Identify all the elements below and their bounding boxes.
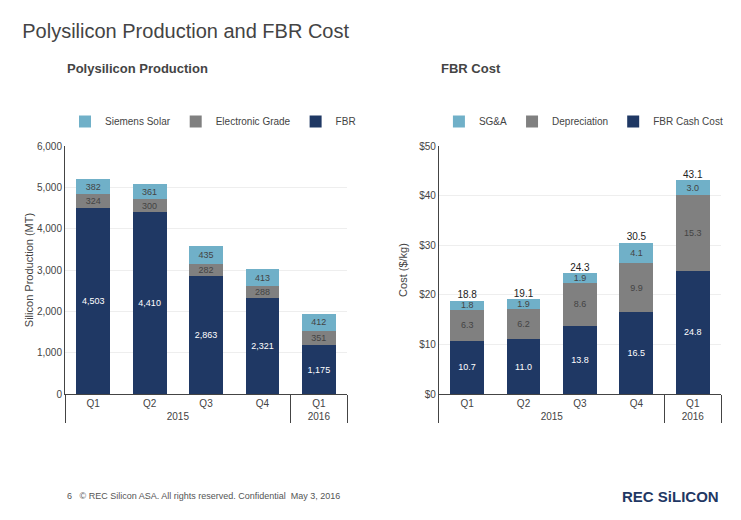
- svg-text:Q2: Q2: [143, 398, 157, 409]
- svg-text:300: 300: [142, 201, 157, 211]
- svg-text:4,503: 4,503: [82, 296, 105, 306]
- svg-text:6,000: 6,000: [37, 141, 62, 152]
- svg-text:412: 412: [311, 317, 326, 327]
- svg-text:Polysilicon Production: Polysilicon Production: [67, 61, 208, 76]
- svg-text:$30: $30: [419, 240, 436, 251]
- svg-text:18.8: 18.8: [457, 289, 477, 300]
- svg-text:Electronic Grade: Electronic Grade: [216, 116, 291, 127]
- svg-text:24.3: 24.3: [570, 262, 590, 273]
- svg-text:Cost ($/kg): Cost ($/kg): [397, 243, 409, 297]
- svg-text:2015: 2015: [167, 411, 190, 422]
- svg-text:0: 0: [56, 389, 62, 400]
- svg-text:30.5: 30.5: [627, 231, 647, 242]
- svg-text:1.9: 1.9: [517, 299, 530, 309]
- svg-text:15.3: 15.3: [684, 228, 702, 238]
- svg-text:$10: $10: [419, 339, 436, 350]
- svg-text:382: 382: [86, 182, 101, 192]
- svg-text:6.3: 6.3: [461, 320, 474, 330]
- svg-text:Q1: Q1: [87, 398, 101, 409]
- svg-text:2015: 2015: [541, 411, 564, 422]
- svg-text:Siemens Solar: Siemens Solar: [105, 116, 171, 127]
- svg-text:13.8: 13.8: [571, 355, 589, 365]
- svg-text:413: 413: [255, 273, 270, 283]
- svg-text:8.6: 8.6: [574, 299, 587, 309]
- svg-text:1.8: 1.8: [461, 300, 474, 310]
- svg-text:$40: $40: [419, 190, 436, 201]
- svg-text:19.1: 19.1: [514, 288, 534, 299]
- svg-text:Q1: Q1: [460, 398, 474, 409]
- svg-text:$20: $20: [419, 289, 436, 300]
- svg-text:2,000: 2,000: [37, 306, 62, 317]
- svg-text:4,000: 4,000: [37, 223, 62, 234]
- svg-text:43.1: 43.1: [683, 169, 703, 180]
- svg-text:Q4: Q4: [256, 398, 270, 409]
- svg-text:16.5: 16.5: [628, 348, 646, 358]
- svg-text:5,000: 5,000: [37, 182, 62, 193]
- svg-text:Q1: Q1: [312, 398, 326, 409]
- svg-text:288: 288: [255, 287, 270, 297]
- svg-text:324: 324: [86, 196, 101, 206]
- svg-text:1,175: 1,175: [308, 365, 331, 375]
- svg-text:10.7: 10.7: [458, 362, 476, 372]
- svg-text:282: 282: [199, 265, 214, 275]
- svg-text:361: 361: [142, 187, 157, 197]
- svg-text:1.9: 1.9: [574, 273, 587, 283]
- svg-text:Q2: Q2: [517, 398, 531, 409]
- svg-text:1,000: 1,000: [37, 347, 62, 358]
- svg-text:2016: 2016: [682, 411, 705, 422]
- svg-text:3,000: 3,000: [37, 265, 62, 276]
- svg-text:2016: 2016: [308, 411, 331, 422]
- svg-text:6.2: 6.2: [517, 319, 530, 329]
- svg-text:Q3: Q3: [573, 398, 587, 409]
- svg-text:SG&A: SG&A: [479, 116, 507, 127]
- svg-text:Depreciation: Depreciation: [552, 116, 608, 127]
- svg-text:$50: $50: [419, 141, 436, 152]
- svg-text:FBR Cash Cost: FBR Cash Cost: [653, 116, 723, 127]
- svg-text:FBR Cost: FBR Cost: [441, 61, 501, 76]
- svg-text:3.0: 3.0: [687, 183, 700, 193]
- svg-text:435: 435: [199, 250, 214, 260]
- svg-text:4.1: 4.1: [630, 248, 643, 258]
- svg-text:2,321: 2,321: [251, 341, 274, 351]
- svg-text:REC SiLICON: REC SiLICON: [622, 488, 719, 505]
- svg-text:6 © REC Silicon ASA. All rig: 6 © REC Silicon ASA. All rights reserved…: [67, 491, 340, 501]
- svg-text:4,410: 4,410: [138, 298, 161, 308]
- svg-text:Q1: Q1: [686, 398, 700, 409]
- svg-text:Silicon Production (MT): Silicon Production (MT): [23, 213, 35, 327]
- svg-text:Q3: Q3: [199, 398, 213, 409]
- svg-text:351: 351: [311, 333, 326, 343]
- svg-text:2,863: 2,863: [195, 330, 218, 340]
- svg-text:Q4: Q4: [630, 398, 644, 409]
- svg-text:$0: $0: [425, 389, 437, 400]
- svg-text:11.0: 11.0: [515, 362, 532, 372]
- svg-text:FBR: FBR: [336, 116, 356, 127]
- svg-text:Polysilicon Production and FBR: Polysilicon Production and FBR Cost: [22, 20, 349, 42]
- svg-text:24.8: 24.8: [684, 327, 702, 337]
- svg-text:9.9: 9.9: [630, 283, 643, 293]
